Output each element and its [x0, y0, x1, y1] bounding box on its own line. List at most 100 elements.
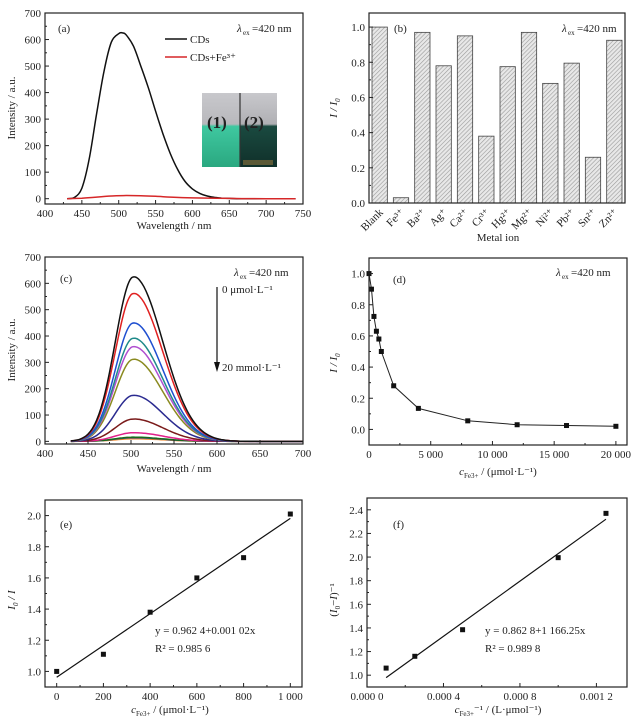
- bar-Fe³⁺: [392, 197, 410, 204]
- panel-a-xtick-label: 500: [110, 208, 127, 220]
- panel-b-ytick-label: 0.0: [351, 198, 365, 210]
- panel-d-xtick-label: 20 000: [601, 449, 632, 461]
- lambda-value: =420 nm: [571, 267, 611, 279]
- svg-text:cFe3+ / (μmol·L⁻¹): cFe3+ / (μmol·L⁻¹): [131, 704, 209, 718]
- bar-Ca²⁺: [456, 35, 474, 204]
- panel-b-xtick-label: Hg²⁺: [489, 207, 514, 232]
- panel-f-ytick-label: 2.0: [349, 552, 363, 564]
- panel-d-xlabel: cFe3+ / (μmol·L⁻¹): [459, 466, 537, 480]
- panel-d-data-point: [378, 349, 384, 354]
- panel-b-ytick-label: 1.0: [351, 22, 365, 34]
- panel-b-xtick-label: Ag⁺: [428, 206, 450, 228]
- panel-e-fit-line: [56, 517, 291, 678]
- vial-inset-photo: (1) (2): [202, 93, 277, 167]
- panel-d-data-point: [465, 418, 471, 424]
- bar-Sn²⁺: [584, 156, 602, 204]
- panel-b-ytick-label: 0.4: [351, 128, 365, 140]
- panel-e-xtick-label: 0: [54, 691, 60, 703]
- panel-f-xtick-label: 0.000 0: [351, 691, 385, 703]
- panel-b-xtick-label: Ni²⁺: [534, 207, 557, 230]
- panel-d-label: (d): [393, 274, 406, 286]
- panel-f-ylabel: (I0−I)⁻¹: [328, 583, 342, 617]
- lambda-subscript: ex: [562, 273, 569, 281]
- panel-e-xtick-label: 200: [95, 691, 112, 703]
- panel-b-xtick-label: Pb²⁺: [555, 207, 578, 230]
- panel-d-ytick-label: 0.2: [351, 393, 365, 405]
- panel-e: 0 200 400 600 800 1 000 1.0 1.2 1.4 1.6 1.8 2.0 (e)…: [6, 499, 303, 718]
- panel-f-label: (f): [393, 519, 404, 531]
- panel-a-xtick-label: 700: [258, 208, 275, 220]
- panel-c-xtick-label: 600: [209, 448, 226, 460]
- svg-text:I / I0: I / I0: [328, 353, 342, 374]
- vial-1-label: (1): [207, 113, 227, 132]
- bar-Hg²⁺: [499, 66, 516, 204]
- panel-f-ytick-label: 2.4: [349, 505, 363, 517]
- panel-e-ytick-label: 1.6: [27, 573, 41, 585]
- lambda-symbol: λ: [233, 267, 239, 279]
- panel-b-excitation-annotation: λ ex =420 nm: [561, 23, 617, 37]
- panel-c-series-0: [70, 276, 303, 443]
- panel-e-xtick-label: 400: [142, 691, 159, 703]
- panel-b-xtick-label: Mg²⁺: [509, 207, 535, 233]
- arrow-bottom-label: 20 mmol·L⁻¹: [222, 362, 281, 374]
- panel-d-data-point: [376, 336, 382, 342]
- panel-d-ytick-label: 1.0: [351, 269, 365, 281]
- panel-e-xtick-label: 600: [189, 691, 206, 703]
- bar-Cr³⁺: [478, 135, 495, 204]
- panel-f-data-point: [383, 665, 389, 671]
- legend-label-cds-fe: CDs+Fe³⁺: [190, 52, 236, 64]
- panel-d-data-point: [415, 405, 421, 411]
- panel-a-plot-area: 400 450 500 550 600 650 700 750 0 100 200 300 400 500…: [25, 8, 312, 220]
- bar-Blank: [371, 26, 388, 204]
- panel-d-data-point: [613, 423, 619, 429]
- panel-f-ytick-label: 1.6: [349, 599, 363, 611]
- panel-f: 0.000 0 0.000 4 0.000 8 0.001 2 1.0 1.2 1.4 1.6…: [328, 497, 628, 718]
- panel-e-fit-equation: y = 0.962 4+0.001 02x: [155, 625, 256, 637]
- panel-b-xtick-label: Zn²⁺: [597, 207, 621, 231]
- panel-e-data-point: [241, 555, 247, 561]
- panel-c-label: (c): [60, 273, 73, 285]
- panel-a-series-cds-fe: [67, 194, 296, 200]
- panel-a-ytick-label: 0: [36, 194, 42, 206]
- panel-d-ytick-label: 0.0: [351, 424, 365, 436]
- panel-f-data-point: [412, 653, 418, 659]
- panel-e-label: (e): [60, 519, 73, 531]
- panel-d-xtick-label: 15 000: [539, 449, 570, 461]
- panel-b-axes-frame: [368, 12, 626, 204]
- lambda-symbol: λ: [555, 267, 561, 279]
- panel-d-data-point: [373, 328, 379, 334]
- lambda-symbol: λ: [561, 23, 567, 35]
- panel-f-ytick-label: 1.0: [349, 670, 363, 682]
- panel-a-legend: CDs CDs+Fe³⁺: [165, 34, 236, 64]
- panel-d-ytick-label: 0.8: [351, 300, 365, 312]
- panel-a-ytick-label: 600: [25, 35, 42, 47]
- panel-d-excitation-annotation: λ ex =420 nm: [555, 267, 611, 281]
- panel-c-ytick-label: 500: [25, 305, 42, 317]
- panel-d-data-point: [514, 422, 520, 428]
- lambda-value: =420 nm: [252, 23, 292, 35]
- arrow-top-label: 0 μmol·L⁻¹: [222, 284, 273, 296]
- panel-f-axes-frame: [366, 497, 628, 688]
- panel-e-data-point: [100, 651, 106, 657]
- svg-text:cFe3+ / (μmol·L⁻¹): cFe3+ / (μmol·L⁻¹): [459, 466, 537, 480]
- panel-b-ylabel: I / I0: [328, 98, 342, 119]
- panel-c-ylabel: Intensity / a.u.: [6, 318, 18, 381]
- panel-a-xtick-label: 600: [184, 208, 201, 220]
- panel-b-ytick-label: 0.8: [351, 57, 365, 69]
- panel-f-data-point: [603, 510, 609, 516]
- lambda-symbol: λ: [236, 23, 242, 35]
- panel-f-ytick-label: 1.2: [349, 647, 363, 659]
- bar-Mg²⁺: [520, 31, 538, 204]
- vial-2-label: (2): [244, 113, 264, 132]
- legend-label-cds: CDs: [190, 34, 210, 46]
- panel-e-ytick-label: 1.4: [27, 604, 41, 616]
- panel-b-xtick-label: Cr³⁺: [470, 207, 493, 230]
- svg-text:(I0−I)⁻¹: (I0−I)⁻¹: [328, 583, 342, 617]
- panel-e-ytick-label: 1.8: [27, 542, 41, 554]
- panel-e-ytick-label: 1.2: [27, 635, 41, 647]
- vial-1: [202, 93, 240, 167]
- panel-c-xtick-label: 550: [166, 448, 183, 460]
- lambda-value: =420 nm: [577, 23, 617, 35]
- panel-a-ytick-label: 300: [25, 114, 42, 126]
